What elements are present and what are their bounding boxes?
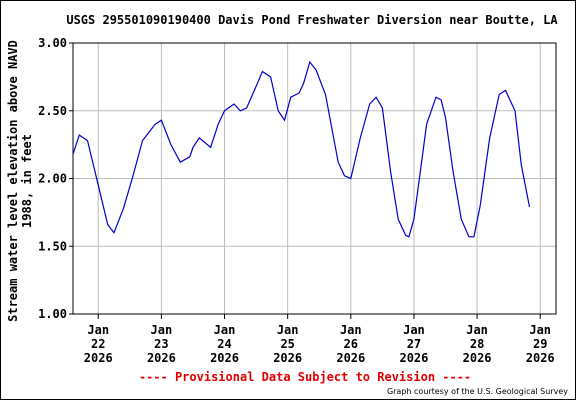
x-tick-label-line: 28 bbox=[470, 337, 484, 351]
y-tick-labels: 1.00 1.50 2.00 2.50 3.00 bbox=[38, 36, 67, 321]
x-tick-label-line: 2026 bbox=[526, 351, 555, 365]
series-line bbox=[72, 60, 531, 238]
x-tick-label-line: 23 bbox=[154, 337, 168, 351]
x-tick-label-line: 2026 bbox=[336, 351, 365, 365]
x-tick-label-line: 22 bbox=[91, 337, 105, 351]
y-axis-label-line-2: 1988, in feet bbox=[20, 134, 34, 228]
x-tick-label-line: 26 bbox=[344, 337, 358, 351]
x-tick-label-line: 29 bbox=[533, 337, 547, 351]
y-tick-label: 2.50 bbox=[38, 104, 67, 118]
x-tick-labels: Jan222026Jan232026Jan242026Jan252026Jan2… bbox=[84, 323, 555, 365]
chart-title: USGS 295501090190400 Davis Pond Freshwat… bbox=[66, 13, 558, 27]
y-tick-label: 1.50 bbox=[38, 239, 67, 253]
x-tick-label-line: Jan bbox=[214, 323, 236, 337]
y-tick-label: 1.00 bbox=[38, 307, 67, 321]
x-tick-label-line: 2026 bbox=[147, 351, 176, 365]
x-tick-label-line: 2026 bbox=[463, 351, 492, 365]
x-tick-label-line: Jan bbox=[151, 323, 173, 337]
x-tick-label-line: 25 bbox=[280, 337, 294, 351]
x-tick-label-line: Jan bbox=[403, 323, 425, 337]
y-tick-label: 3.00 bbox=[38, 36, 67, 50]
x-tick-label-line: 2026 bbox=[273, 351, 302, 365]
x-tick-label-line: 2026 bbox=[399, 351, 428, 365]
x-tick-label-line: Jan bbox=[277, 323, 299, 337]
y-tick-label: 2.00 bbox=[38, 172, 67, 186]
x-tick-label-line: 2026 bbox=[84, 351, 113, 365]
x-tick-label-line: Jan bbox=[466, 323, 488, 337]
x-tick-label-line: Jan bbox=[340, 323, 362, 337]
x-tick-label-line: 24 bbox=[217, 337, 231, 351]
x-tick-label-line: 27 bbox=[407, 337, 421, 351]
x-tick-label-line: Jan bbox=[87, 323, 109, 337]
y-axis-label: Stream water level elevation above NAVD … bbox=[6, 40, 34, 322]
gridlines bbox=[73, 43, 556, 314]
graph-credit: Graph courtesy of the U.S. Geological Su… bbox=[387, 387, 568, 396]
x-tick-label-line: 2026 bbox=[210, 351, 239, 365]
y-axis-label-line-1: Stream water level elevation above NAVD bbox=[6, 40, 20, 322]
axis-ticks bbox=[69, 42, 541, 319]
provisional-notice: ---- Provisional Data Subject to Revisio… bbox=[139, 370, 471, 384]
x-tick-label-line: Jan bbox=[529, 323, 551, 337]
